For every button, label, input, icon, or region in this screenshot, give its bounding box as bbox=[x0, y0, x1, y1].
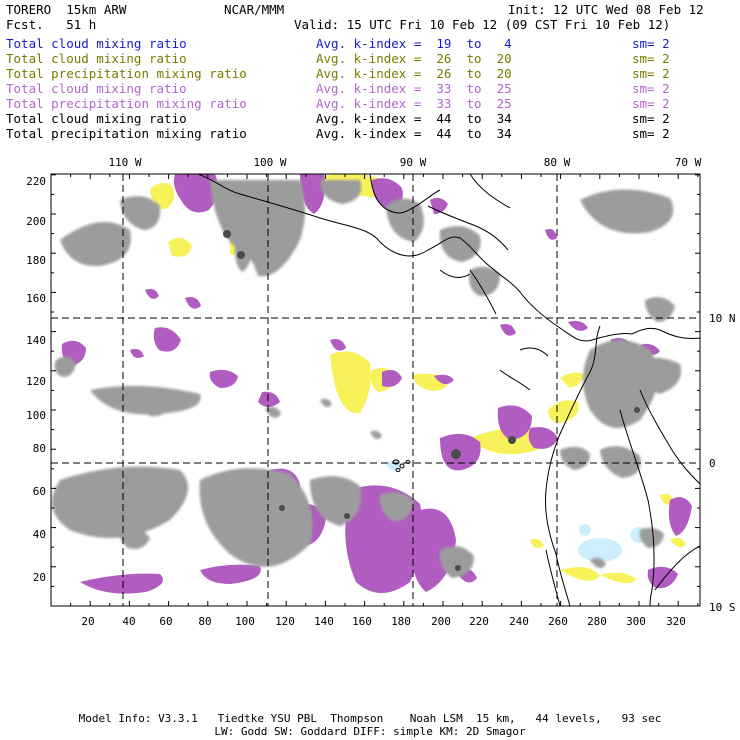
organization-label: NCAR/MMM bbox=[224, 2, 285, 17]
legend-row: Total precipitation mixing ratio Avg. k-… bbox=[6, 66, 726, 81]
legend-kindex: Avg. k-index = 26 to 20 bbox=[316, 66, 512, 81]
map-field bbox=[51, 174, 700, 606]
x-tick-label: 220 bbox=[469, 615, 489, 628]
legend-smoothing: sm= 2 bbox=[632, 36, 670, 51]
coastlines bbox=[197, 174, 700, 606]
legend-kindex: Avg. k-index = 33 to 25 bbox=[316, 96, 512, 111]
longitude-labels: 110 W 100 W 90 W 80 W 70 W bbox=[108, 156, 701, 169]
legend-smoothing: sm= 2 bbox=[632, 111, 670, 126]
latitude-labels: 10 N 0 10 S bbox=[709, 312, 736, 614]
model-title: TORERO 15km ARW bbox=[6, 2, 127, 17]
y-tick-label: 200 bbox=[26, 215, 46, 228]
y-tick-label: 180 bbox=[26, 254, 46, 267]
x-tick-label: 100 bbox=[235, 615, 255, 628]
legend-field: Total precipitation mixing ratio bbox=[6, 66, 247, 81]
lat-label: 0 bbox=[709, 457, 716, 470]
lat-label: 10 N bbox=[709, 312, 736, 325]
x-tick-label: 120 bbox=[275, 615, 295, 628]
legend-row: Total precipitation mixing ratio Avg. k-… bbox=[6, 96, 726, 111]
x-tick-label: 200 bbox=[431, 615, 451, 628]
y-tick-label: 140 bbox=[26, 334, 46, 347]
legend-row: Total cloud mixing ratio Avg. k-index = … bbox=[6, 51, 726, 66]
legend-kindex: Avg. k-index = 44 to 34 bbox=[316, 126, 512, 141]
dark-cloud-cores bbox=[223, 230, 640, 571]
x-tick-label: 300 bbox=[626, 615, 646, 628]
x-tick-label: 160 bbox=[352, 615, 372, 628]
x-tick-label: 260 bbox=[548, 615, 568, 628]
cloud-map: 110 W 100 W 90 W 80 W 70 W 10 N 0 10 S bbox=[26, 156, 736, 628]
legend-field: Total cloud mixing ratio bbox=[6, 111, 187, 126]
legend-smoothing: sm= 2 bbox=[632, 81, 670, 96]
y-tick-label: 160 bbox=[26, 292, 46, 305]
y-tick-label: 80 bbox=[33, 442, 46, 455]
legend-field: Total precipitation mixing ratio bbox=[6, 126, 247, 141]
legend-row: Total precipitation mixing ratio Avg. k-… bbox=[6, 126, 726, 141]
y-tick-label: 20 bbox=[33, 571, 46, 584]
grid-lines bbox=[51, 174, 700, 606]
legend-row: Total cloud mixing ratio Avg. k-index = … bbox=[6, 111, 726, 126]
init-time: Init: 12 UTC Wed 08 Feb 12 bbox=[508, 2, 704, 17]
legend-field: Total cloud mixing ratio bbox=[6, 81, 187, 96]
x-tick-labels: 20 40 60 80 100 120 140 160 180 200 220 … bbox=[81, 615, 686, 628]
legend-kindex: Avg. k-index = 26 to 20 bbox=[316, 51, 512, 66]
x-tick-label: 320 bbox=[666, 615, 686, 628]
legend-smoothing: sm= 2 bbox=[632, 66, 670, 81]
lon-label: 70 W bbox=[675, 156, 702, 169]
lon-label: 90 W bbox=[400, 156, 427, 169]
legend-smoothing: sm= 2 bbox=[632, 126, 670, 141]
legend-kindex: Avg. k-index = 19 to 4 bbox=[316, 36, 512, 51]
legend-smoothing: sm= 2 bbox=[632, 51, 670, 66]
galapagos-islands bbox=[392, 459, 411, 472]
legend-field: Total cloud mixing ratio bbox=[6, 36, 187, 51]
legend-kindex: Avg. k-index = 44 to 34 bbox=[316, 111, 512, 126]
y-tick-label: 120 bbox=[26, 375, 46, 388]
lat-label: 10 S bbox=[709, 601, 736, 614]
y-tick-label: 220 bbox=[26, 175, 46, 188]
y-tick-label: 40 bbox=[33, 528, 46, 541]
valid-time: Valid: 15 UTC Fri 10 Feb 12 (09 CST Fri … bbox=[294, 17, 671, 32]
legend-field: Total precipitation mixing ratio bbox=[6, 96, 247, 111]
x-tick-label: 180 bbox=[391, 615, 411, 628]
legend-kindex: Avg. k-index = 33 to 25 bbox=[316, 81, 512, 96]
axis-ticks bbox=[50, 174, 700, 607]
x-tick-label: 240 bbox=[509, 615, 529, 628]
lon-label: 100 W bbox=[253, 156, 286, 169]
model-info-line2: LW: Godd SW: Goddard DIFF: simple KM: 2D… bbox=[214, 725, 526, 738]
legend-smoothing: sm= 2 bbox=[632, 96, 670, 111]
x-tick-label: 80 bbox=[198, 615, 211, 628]
lon-label: 80 W bbox=[544, 156, 571, 169]
gray-cloud-areas bbox=[52, 180, 682, 578]
y-tick-label: 100 bbox=[26, 409, 46, 422]
legend-row: Total cloud mixing ratio Avg. k-index = … bbox=[6, 81, 726, 96]
x-tick-label: 280 bbox=[587, 615, 607, 628]
x-tick-label: 20 bbox=[81, 615, 94, 628]
forecast-hour: Fcst. 51 h bbox=[6, 17, 97, 32]
legend-field: Total cloud mixing ratio bbox=[6, 51, 187, 66]
x-tick-label: 140 bbox=[314, 615, 334, 628]
model-info-line1: Model Info: V3.3.1 Tiedtke YSU PBL Thomp… bbox=[78, 712, 662, 725]
y-tick-label: 60 bbox=[33, 485, 46, 498]
x-tick-label: 60 bbox=[159, 615, 172, 628]
x-tick-label: 40 bbox=[122, 615, 135, 628]
legend-row: Total cloud mixing ratio Avg. k-index = … bbox=[6, 36, 726, 51]
y-tick-labels: 20 40 60 80 100 120 140 160 180 200 220 bbox=[26, 175, 46, 584]
lon-label: 110 W bbox=[108, 156, 141, 169]
